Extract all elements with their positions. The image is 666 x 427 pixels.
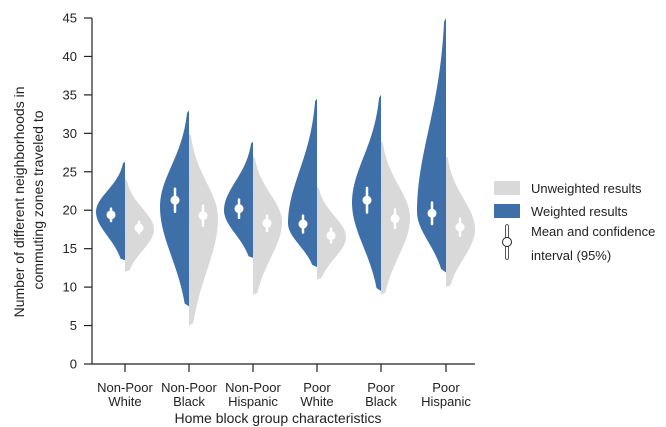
legend-mean-ci-icon bbox=[502, 224, 512, 260]
violin-weighted-3 bbox=[288, 98, 317, 268]
legend-swatch-unweighted bbox=[494, 181, 520, 195]
mean-point-weighted-2 bbox=[234, 204, 244, 214]
x-axis-title: Home block group characteristics bbox=[175, 410, 382, 426]
mean-point-weighted-4 bbox=[362, 195, 372, 205]
mean-point-unweighted-2 bbox=[262, 218, 272, 228]
mean-point-weighted-1 bbox=[170, 195, 180, 205]
legend: Unweighted results Weighted results Mean… bbox=[494, 181, 655, 263]
y-tick-label-9: 45 bbox=[63, 11, 77, 26]
y-tick-label-1: 5 bbox=[70, 318, 77, 333]
violin-weighted-5 bbox=[417, 18, 446, 273]
violin-unweighted-1 bbox=[189, 133, 218, 326]
legend-label-mean-ci-line-2: interval (95%) bbox=[531, 248, 611, 263]
x-category-label-2: Non-Poor Hispanic bbox=[225, 380, 281, 409]
mean-point-unweighted-3 bbox=[326, 231, 336, 241]
y-tick-label-4: 20 bbox=[63, 203, 77, 218]
x-axis: Non-Poor White Non-Poor Black Non-Poor Hispan… bbox=[92, 363, 475, 409]
y-axis-title-line-2: commuting zones traveled to bbox=[30, 110, 46, 289]
y-tick-label-8: 40 bbox=[63, 49, 77, 64]
y-tick-label-6: 30 bbox=[63, 126, 77, 141]
legend-label-mean-ci-line-1: Mean and confidence bbox=[531, 224, 655, 239]
y-tick-label-2: 10 bbox=[63, 280, 77, 295]
x-category-label-0: Non-Poor White bbox=[97, 380, 153, 409]
x-category-label-3: Poor White bbox=[300, 380, 333, 409]
mean-point-unweighted-1 bbox=[198, 211, 208, 221]
mean-point-unweighted-4 bbox=[390, 214, 400, 224]
x-category-label-1: Non-Poor Black bbox=[161, 380, 217, 409]
legend-label-unweighted: Unweighted results bbox=[531, 181, 642, 196]
y-tick-label-0: 0 bbox=[70, 357, 77, 372]
y-axis: 0 5 10 15 20 25 30 35 40 45 bbox=[63, 11, 93, 372]
y-axis-title: Number of different neighborhoods in com… bbox=[11, 83, 46, 318]
violins-layer bbox=[96, 18, 475, 326]
y-tick-label-3: 15 bbox=[63, 241, 77, 256]
legend-label-weighted: Weighted results bbox=[531, 204, 628, 219]
mean-point-weighted-3 bbox=[298, 219, 308, 229]
y-axis-title-line-1: Number of different neighborhoods in bbox=[11, 87, 27, 318]
mean-point-weighted-0 bbox=[106, 210, 116, 220]
x-category-label-5: Poor Hispanic bbox=[421, 380, 471, 409]
x-category-label-4: Poor Black bbox=[365, 380, 397, 409]
mean-point-weighted-5 bbox=[427, 208, 437, 218]
mean-point-unweighted-0 bbox=[134, 223, 144, 233]
mean-point-unweighted-5 bbox=[455, 222, 465, 232]
y-tick-label-5: 25 bbox=[63, 164, 77, 179]
legend-swatch-weighted bbox=[494, 204, 520, 218]
y-tick-label-7: 35 bbox=[63, 87, 77, 102]
